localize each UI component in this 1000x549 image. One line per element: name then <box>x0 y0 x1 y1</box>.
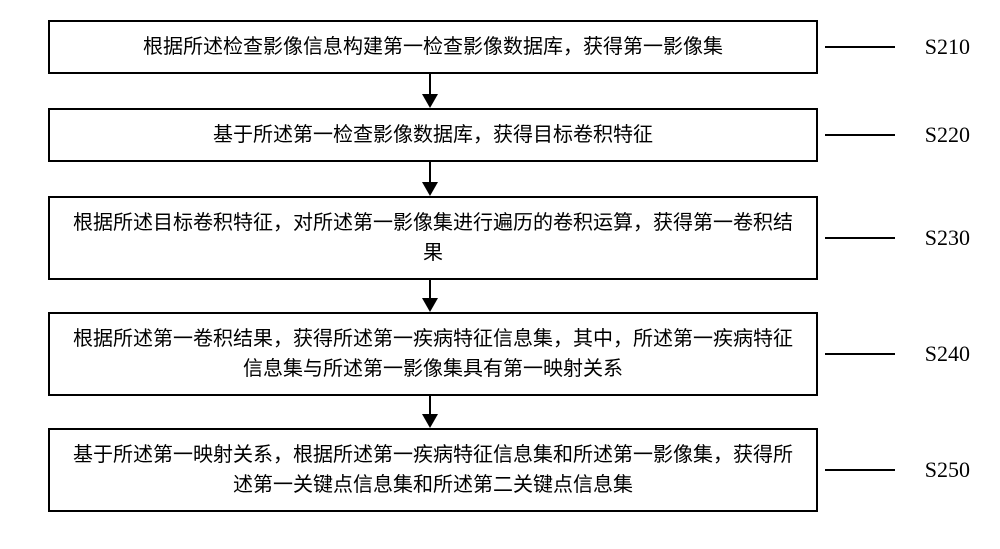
step-label-s220: S220 <box>925 122 970 148</box>
step-box-s250: 基于所述第一映射关系，根据所述第一疾病特征信息集和所述第一影像集，获得所述第一关… <box>48 428 818 512</box>
arrow-icon <box>422 74 438 108</box>
label-connector-s250 <box>825 469 895 471</box>
arrow-icon <box>422 162 438 196</box>
step-text-s240: 根据所述第一卷积结果，获得所述第一疾病特征信息集，其中，所述第一疾病特征信息集与… <box>66 324 800 384</box>
step-label-s210: S210 <box>925 34 970 60</box>
step-text-s220: 基于所述第一检查影像数据库，获得目标卷积特征 <box>213 120 653 150</box>
arrow-line <box>429 280 431 298</box>
arrow-head-icon <box>422 414 438 428</box>
step-box-s240: 根据所述第一卷积结果，获得所述第一疾病特征信息集，其中，所述第一疾病特征信息集与… <box>48 312 818 396</box>
step-label-s230: S230 <box>925 225 970 251</box>
step-box-s220: 基于所述第一检查影像数据库，获得目标卷积特征 <box>48 108 818 162</box>
arrow-icon <box>422 280 438 312</box>
arrow-head-icon <box>422 182 438 196</box>
step-row-s230: 根据所述目标卷积特征，对所述第一影像集进行遍历的卷积运算，获得第一卷积结果 S2… <box>0 196 1000 280</box>
step-label-s240: S240 <box>925 341 970 367</box>
step-text-s250: 基于所述第一映射关系，根据所述第一疾病特征信息集和所述第一影像集，获得所述第一关… <box>66 440 800 500</box>
step-text-s210: 根据所述检查影像信息构建第一检查影像数据库，获得第一影像集 <box>143 32 723 62</box>
step-box-s230: 根据所述目标卷积特征，对所述第一影像集进行遍历的卷积运算，获得第一卷积结果 <box>48 196 818 280</box>
arrow-s230-s240 <box>0 280 1000 312</box>
label-connector-s220 <box>825 134 895 136</box>
arrow-s220-s230 <box>0 162 1000 196</box>
label-connector-s230 <box>825 237 895 239</box>
step-box-s210: 根据所述检查影像信息构建第一检查影像数据库，获得第一影像集 <box>48 20 818 74</box>
arrow-icon <box>422 396 438 428</box>
step-text-s230: 根据所述目标卷积特征，对所述第一影像集进行遍历的卷积运算，获得第一卷积结果 <box>66 208 800 268</box>
arrow-line <box>429 396 431 414</box>
step-row-s250: 基于所述第一映射关系，根据所述第一疾病特征信息集和所述第一影像集，获得所述第一关… <box>0 428 1000 512</box>
flowchart-container: 根据所述检查影像信息构建第一检查影像数据库，获得第一影像集 S210 基于所述第… <box>0 20 1000 512</box>
arrow-s240-s250 <box>0 396 1000 428</box>
arrow-line <box>429 162 431 182</box>
step-row-s210: 根据所述检查影像信息构建第一检查影像数据库，获得第一影像集 S210 <box>0 20 1000 74</box>
step-row-s240: 根据所述第一卷积结果，获得所述第一疾病特征信息集，其中，所述第一疾病特征信息集与… <box>0 312 1000 396</box>
arrow-s210-s220 <box>0 74 1000 108</box>
arrow-line <box>429 74 431 94</box>
step-label-s250: S250 <box>925 457 970 483</box>
label-connector-s240 <box>825 353 895 355</box>
label-connector-s210 <box>825 46 895 48</box>
arrow-head-icon <box>422 94 438 108</box>
arrow-head-icon <box>422 298 438 312</box>
step-row-s220: 基于所述第一检查影像数据库，获得目标卷积特征 S220 <box>0 108 1000 162</box>
